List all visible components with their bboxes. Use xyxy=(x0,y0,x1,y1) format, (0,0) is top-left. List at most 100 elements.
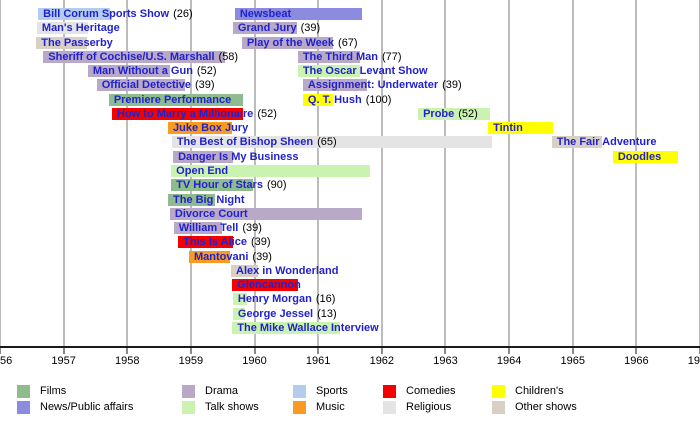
legend-label-music: Music xyxy=(316,401,345,413)
episode-count: (52) xyxy=(257,107,277,120)
axis-tick-label-1964: 1964 xyxy=(496,355,522,367)
show-title-link-glencannon[interactable]: Glencannon xyxy=(237,279,301,292)
show-title-link-play-of-the-week[interactable]: Play of the Week xyxy=(246,36,335,49)
episode-count: (52) xyxy=(458,107,478,120)
show-title-link-q-t-hush[interactable]: Q. T. Hush xyxy=(307,93,362,106)
episode-count: (58) xyxy=(218,50,239,63)
show-label-tv-hour-of-stars: TV Hour of Stars (90) xyxy=(176,179,286,191)
axis-tick-1963 xyxy=(444,346,447,354)
show-label-alex-in-wonderland: Alex in Wonderland xyxy=(236,265,338,277)
show-title-link-assignment-underwater[interactable]: Assignment: Underwater xyxy=(307,79,439,92)
axis-tick-1962 xyxy=(380,346,383,354)
axis-tick-1956 xyxy=(0,346,1,354)
legend-swatch-music xyxy=(293,401,306,414)
show-title-link-mantovani[interactable]: Mantovani xyxy=(194,250,249,263)
axis-tick-1960 xyxy=(253,346,256,354)
show-title-link-this-is-alice[interactable]: This Is Alice xyxy=(183,236,247,249)
show-title-link-tintin[interactable]: Tintin xyxy=(493,122,523,135)
show-bar-man-s-heritage xyxy=(36,22,88,35)
show-label-this-is-alice: This Is Alice (39) xyxy=(183,236,270,248)
legend-swatch-comedies xyxy=(383,385,396,398)
legend-label-talk: Talk shows xyxy=(205,401,259,413)
show-label-how-to-marry-a-millionaire: How to Marry a Millionaire (52) xyxy=(117,108,277,120)
show-bar-juke-box-jury xyxy=(168,122,233,135)
show-bar-the-third-man xyxy=(297,50,361,63)
show-title-link-alex-in-wonderland[interactable]: Alex in Wonderland xyxy=(236,264,339,277)
show-title-link-the-mike-wallace-interview[interactable]: The Mike Wallace Interview xyxy=(237,321,379,334)
show-bar-probe xyxy=(418,107,490,120)
legend-swatch-religious xyxy=(383,401,396,414)
episode-count: (39) xyxy=(300,22,321,35)
show-label-henry-morgan: Henry Morgan (16) xyxy=(238,293,336,305)
show-bar-the-passerby xyxy=(36,36,88,49)
show-label-newsbeat: Newsbeat xyxy=(240,8,291,20)
gridline-1963 xyxy=(444,0,447,346)
axis-tick-1966 xyxy=(635,346,638,354)
legend-swatch-children xyxy=(492,385,505,398)
episode-count: (13) xyxy=(317,307,337,320)
show-title-link-william-tell[interactable]: William Tell xyxy=(178,222,239,235)
episode-count: (39) xyxy=(442,79,462,92)
show-title-link-newsbeat[interactable]: Newsbeat xyxy=(239,8,292,20)
show-title-link-grand-jury[interactable]: Grand Jury xyxy=(237,22,297,35)
show-title-link-henry-morgan[interactable]: Henry Morgan xyxy=(237,293,312,306)
legend-label-news: News/Public affairs xyxy=(40,401,134,413)
show-label-play-of-the-week: Play of the Week (67) xyxy=(247,37,358,49)
axis-tick-label-1958: 1958 xyxy=(115,355,140,367)
show-bar-the-big-night xyxy=(168,193,216,206)
show-title-link-man-without-a-gun[interactable]: Man Without a Gun xyxy=(92,65,193,78)
show-title-link-tv-hour-of-stars[interactable]: TV Hour of Stars xyxy=(176,179,263,192)
show-title-link-probe[interactable]: Probe xyxy=(423,107,455,120)
axis-tick-label-1957: 1957 xyxy=(51,355,76,367)
show-label-sheriff-of-cochise-u-s-marshall: Sheriff of Cochise/U.S. Marshall (58) xyxy=(48,51,238,63)
show-title-link-premiere-performance[interactable]: Premiere Performance xyxy=(113,93,232,106)
show-bar-this-is-alice xyxy=(178,236,233,249)
episode-count: (77) xyxy=(381,50,402,63)
show-title-link-the-big-night[interactable]: The Big Night xyxy=(173,193,245,206)
show-title-link-how-to-marry-a-millionaire[interactable]: How to Marry a Millionaire xyxy=(117,107,254,120)
show-bar-tintin xyxy=(488,122,553,135)
show-title-link-doodles[interactable]: Doodles xyxy=(617,150,662,163)
axis-tick-label-1965: 1965 xyxy=(560,355,585,367)
show-title-link-the-fair-adventure[interactable]: The Fair Adventure xyxy=(556,136,657,149)
show-title-link-the-best-of-bishop-sheen[interactable]: The Best of Bishop Sheen xyxy=(176,136,314,149)
show-bar-henry-morgan xyxy=(232,293,247,306)
show-title-link-the-passerby[interactable]: The Passerby xyxy=(41,36,113,49)
show-title-link-george-jessel[interactable]: George Jessel xyxy=(237,307,314,320)
show-label-bill-corum-sports-show: Bill Corum Sports Show (26) xyxy=(43,8,192,20)
show-bar-alex-in-wonderland xyxy=(231,264,258,277)
show-title-link-open-end[interactable]: Open End xyxy=(176,164,229,177)
show-bar-william-tell xyxy=(173,222,223,235)
show-title-link-danger-is-my-business[interactable]: Danger Is My Business xyxy=(178,150,299,163)
show-label-q-t-hush: Q. T. Hush (100) xyxy=(308,94,391,106)
show-title-link-juke-box-jury[interactable]: Juke Box Jury xyxy=(173,122,249,135)
axis-tick-label-1956: 1956 xyxy=(0,355,13,367)
episode-count: (100) xyxy=(365,93,392,106)
show-bar-doodles xyxy=(612,150,678,163)
show-label-mantovani: Mantovani (39) xyxy=(194,251,272,263)
show-title-link-the-oscar-levant-show[interactable]: The Oscar Levant Show xyxy=(302,65,428,78)
show-bar-grand-jury xyxy=(232,22,298,35)
show-label-open-end: Open End xyxy=(176,165,228,177)
show-label-the-mike-wallace-interview: The Mike Wallace Interview xyxy=(237,322,378,334)
show-label-official-detective: Official Detective (39) xyxy=(102,79,215,91)
show-title-link-sheriff-of-cochise-u-s-marshall[interactable]: Sheriff of Cochise/U.S. Marshall xyxy=(48,50,215,63)
legend-swatch-news xyxy=(17,401,30,414)
show-label-the-oscar-levant-show: The Oscar Levant Show xyxy=(303,65,428,77)
legend-label-films: Films xyxy=(40,385,67,397)
show-title-link-divorce-court[interactable]: Divorce Court xyxy=(174,207,248,220)
show-title-link-official-detective[interactable]: Official Detective xyxy=(101,79,191,92)
legend-label-comedies: Comedies xyxy=(406,385,456,397)
episode-count: (65) xyxy=(317,136,337,149)
show-title-link-the-third-man[interactable]: The Third Man xyxy=(302,50,378,63)
episode-count: (16) xyxy=(315,293,336,306)
legend-label-drama: Drama xyxy=(205,385,239,397)
axis-tick-label-1959: 1959 xyxy=(178,355,204,367)
x-axis: 1956 1957 1958 1959 1960 1961 1962 1963 1964 1965… xyxy=(0,346,700,367)
show-title-link-bill-corum-sports-show[interactable]: Bill Corum Sports Show xyxy=(43,8,170,20)
show-bar-divorce-court xyxy=(169,207,363,220)
show-bar-premiere-performance xyxy=(108,93,244,106)
show-title-link-man-s-heritage[interactable]: Man's Heritage xyxy=(41,22,120,35)
plot-area: Bill Corum Sports Show (26) Newsbeat Man's … xyxy=(0,0,700,346)
